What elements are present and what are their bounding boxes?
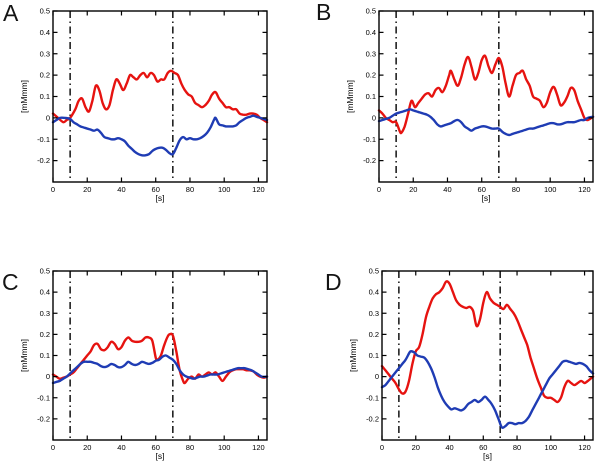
panel-label-b: B [316, 0, 332, 25]
y-tick-label: 0.3 [366, 49, 376, 58]
series-blue-line [51, 114, 269, 157]
series-red-line [380, 280, 595, 404]
y-tick-label: 0.3 [40, 49, 50, 58]
x-tick-label: 60 [478, 185, 486, 194]
x-tick-label: 20 [83, 443, 91, 452]
x-tick-label: 120 [252, 185, 265, 194]
x-tick-label: 100 [545, 443, 558, 452]
x-tick-label: 0 [380, 443, 384, 452]
chart-panel-b: 0 20 40 60 80 100 120 -0.2 -0.1 0 0.1 0.2 0.3 0.4 0.5 [… [345, 7, 595, 203]
x-tick-label: 40 [117, 443, 125, 452]
y-tick-label: 0 [46, 372, 50, 381]
series-blue-line [380, 350, 595, 429]
y-tick-label: 0.2 [40, 330, 50, 339]
series-red-line [377, 54, 595, 135]
y-tick-label: -0.2 [366, 414, 379, 423]
y-tick-label: 0.5 [40, 7, 50, 16]
x-tick-label: 100 [218, 185, 231, 194]
y-tick-label: 0.2 [369, 330, 379, 339]
y-tick-label: -0.2 [363, 156, 376, 165]
x-tick-label: 80 [513, 443, 521, 452]
y-tick-label: 0.4 [369, 288, 379, 297]
panel-label-a: A [3, 0, 19, 26]
x-tick-label: 80 [186, 443, 194, 452]
y-tick-label: -0.2 [37, 414, 50, 423]
x-tick-label: 60 [152, 185, 160, 194]
y-tick-label: 0.3 [369, 309, 379, 318]
x-tick-label: 20 [412, 443, 420, 452]
x-tick-label: 20 [409, 185, 417, 194]
x-tick-label: 120 [252, 443, 265, 452]
x-tick-label: 120 [578, 185, 591, 194]
y-tick-label: 0.3 [40, 309, 50, 318]
chart-panel-c: 0 20 40 60 80 100 120 -0.2 -0.1 0 0.1 0.2 0.3 0.4 0.5 [… [19, 267, 269, 461]
x-tick-label: 0 [377, 185, 381, 194]
chart-panel-a: 0 20 40 60 80 100 120 -0.2 -0.1 0 0.1 0.2 0.3 0.4 0.5 [… [19, 7, 269, 203]
series-red-line [51, 69, 269, 124]
y-tick-label: 0.2 [40, 71, 50, 80]
y-tick-label: 0 [46, 113, 50, 122]
y-tick-label: 0.1 [40, 351, 50, 360]
series-blue-line [51, 354, 269, 385]
x-tick-label: 80 [186, 185, 194, 194]
x-tick-label: 40 [443, 185, 451, 194]
x-tick-label: 0 [51, 443, 55, 452]
y-tick-label: -0.1 [37, 135, 50, 144]
y-tick-label: 0.1 [369, 351, 379, 360]
chart-panel-d: 0 20 40 60 80 100 120 -0.2 -0.1 0 0.1 0.2 0.3 0.4 0.5 [… [348, 267, 595, 461]
x-tick-label: 100 [218, 443, 231, 452]
axes-box [378, 10, 594, 183]
x-tick-label: 20 [83, 185, 91, 194]
panel-label-c: C [2, 269, 19, 295]
x-axis-label: [s] [156, 451, 165, 461]
x-axis-label: [s] [483, 451, 492, 461]
x-tick-label: 0 [51, 185, 55, 194]
x-axis-label: [s] [156, 193, 165, 203]
y-tick-label: 0 [372, 113, 376, 122]
y-tick-label: -0.1 [366, 393, 379, 402]
y-tick-label: 0.1 [366, 92, 376, 101]
y-tick-label: 0.4 [366, 28, 376, 37]
y-tick-label: -0.2 [37, 156, 50, 165]
axes-box [52, 10, 268, 183]
y-axis-label: [mMmm] [19, 80, 29, 113]
y-tick-label: 0.1 [40, 92, 50, 101]
y-tick-label: 0.5 [369, 267, 379, 276]
y-axis-label: [mMmm] [19, 339, 29, 372]
x-tick-label: 60 [479, 443, 487, 452]
y-tick-label: 0.5 [366, 7, 376, 16]
y-tick-label: 0.4 [40, 28, 50, 37]
y-tick-label: -0.1 [363, 135, 376, 144]
y-axis-label: [mMmm] [348, 339, 358, 372]
y-tick-label: 0.5 [40, 267, 50, 276]
x-tick-label: 40 [445, 443, 453, 452]
panel-label-d: D [325, 269, 342, 295]
y-axis-label: [mMmm] [345, 80, 355, 113]
x-tick-label: 100 [544, 185, 557, 194]
y-tick-label: -0.1 [37, 393, 50, 402]
y-tick-label: 0.2 [366, 71, 376, 80]
series-blue-line [377, 108, 595, 137]
x-tick-label: 40 [117, 185, 125, 194]
y-tick-label: 0 [375, 372, 379, 381]
x-tick-label: 60 [152, 443, 160, 452]
y-tick-label: 0.4 [40, 288, 50, 297]
x-tick-label: 120 [578, 443, 591, 452]
x-axis-label: [s] [482, 193, 491, 203]
x-tick-label: 80 [512, 185, 520, 194]
